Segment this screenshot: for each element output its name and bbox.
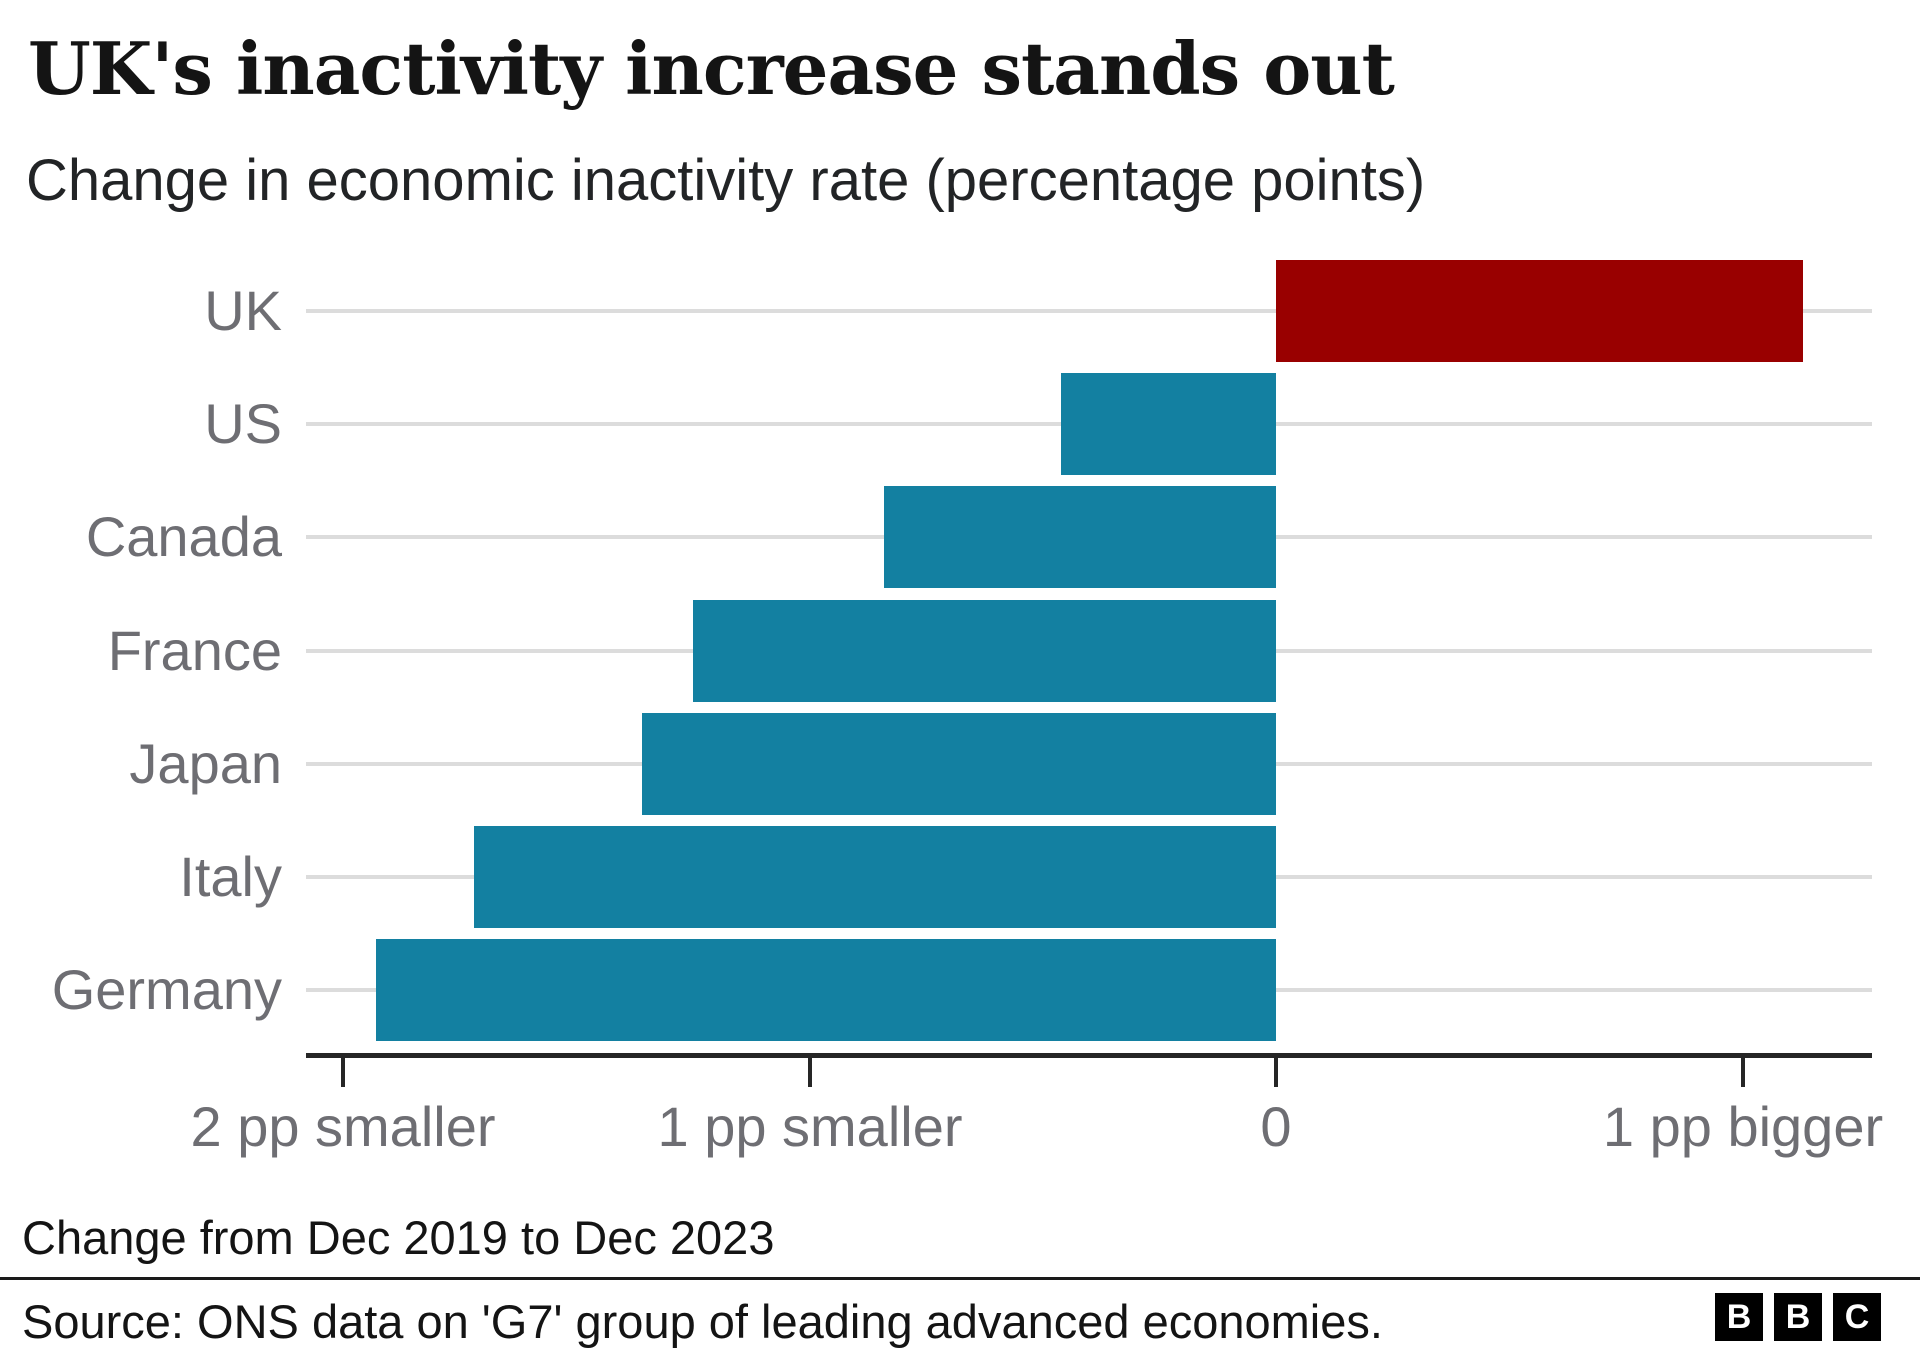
row-label-us: US <box>204 392 282 455</box>
x-axis-tick-label: 1 pp smaller <box>657 1095 963 1158</box>
x-axis-tick <box>1274 1058 1278 1087</box>
chart-subtitle: Change in economic inactivity rate (perc… <box>26 148 1426 213</box>
row-label-france: France <box>107 619 282 682</box>
bbc-logo-letter: B <box>1715 1293 1763 1341</box>
row-label-uk: UK <box>204 279 282 342</box>
bar-italy <box>474 826 1276 928</box>
row-label-italy: Italy <box>179 845 282 908</box>
bbc-logo: B B C <box>1715 1293 1881 1341</box>
bar-us <box>1061 373 1276 475</box>
bar-japan <box>642 713 1276 815</box>
x-axis-line <box>306 1053 1872 1058</box>
bar-uk <box>1276 260 1803 362</box>
x-axis-tick <box>1741 1058 1745 1087</box>
bar-germany <box>376 939 1276 1041</box>
source-text: Source: ONS data on 'G7' group of leadin… <box>22 1295 1383 1348</box>
x-axis-tick <box>808 1058 812 1087</box>
footer-divider <box>0 1277 1920 1280</box>
bbc-logo-letter: B <box>1774 1293 1822 1341</box>
x-axis-tick-label: 0 <box>1260 1095 1292 1158</box>
bar-canada <box>884 486 1276 588</box>
x-axis-tick-label: 2 pp smaller <box>190 1095 496 1158</box>
row-label-canada: Canada <box>85 505 282 568</box>
x-axis-tick <box>341 1058 345 1087</box>
footnote: Change from Dec 2019 to Dec 2023 <box>22 1211 775 1264</box>
bar-france <box>693 600 1276 702</box>
row-gridline <box>306 309 1872 313</box>
bbc-logo-letter: C <box>1833 1293 1881 1341</box>
x-axis-tick-label: 1 pp bigger <box>1602 1095 1884 1158</box>
row-label-germany: Germany <box>51 958 282 1021</box>
row-label-japan: Japan <box>129 732 282 795</box>
chart-title: UK's inactivity increase stands out <box>28 26 1395 111</box>
